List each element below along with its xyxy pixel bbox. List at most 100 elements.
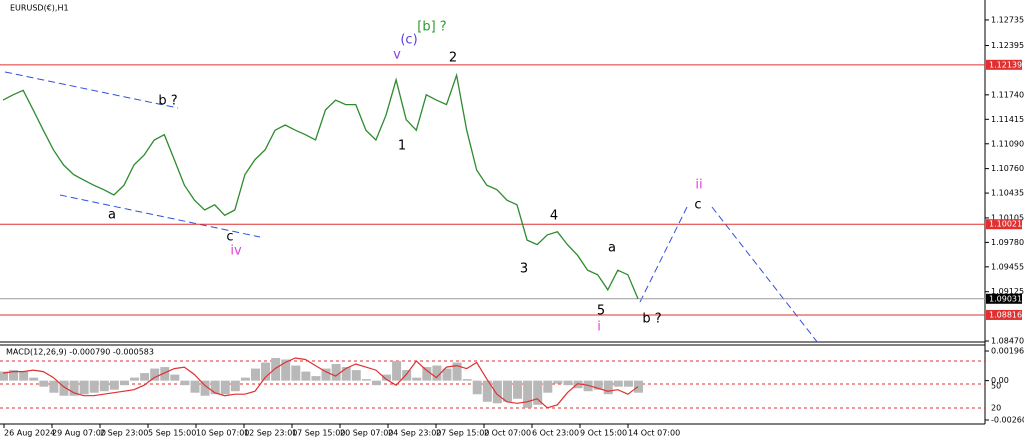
macd-bar <box>613 380 623 387</box>
wave-label: (c) <box>400 33 417 48</box>
macd-bar <box>230 380 240 392</box>
macd-bar <box>492 380 502 404</box>
macd-bar <box>452 362 462 381</box>
macd-bar <box>130 377 140 381</box>
x-tick-label: 12 Sep 23:00 <box>244 429 297 438</box>
wave-label: ii <box>695 178 702 193</box>
macd-bar <box>99 380 109 392</box>
price-marker-label: 1.09031 <box>989 294 1022 303</box>
macd-bar <box>180 380 190 386</box>
macd-bar <box>563 380 573 386</box>
macd-bar <box>29 377 39 381</box>
wave-label: 4 <box>550 209 558 224</box>
wave-label: b ? <box>158 94 177 109</box>
macd-bar <box>69 380 79 396</box>
wave-label: 1 <box>398 139 406 154</box>
macd-bar <box>281 359 291 381</box>
y-tick-label: 1.11415 <box>991 115 1024 124</box>
macd-bar <box>382 374 392 381</box>
y-tick-label: 1.11090 <box>991 139 1024 148</box>
macd-bar <box>160 367 170 381</box>
wave-label: 5 <box>597 304 605 319</box>
wave-label: i <box>597 320 601 335</box>
y-tick-label: 1.08470 <box>991 337 1024 346</box>
macd-bar <box>573 380 583 389</box>
macd-bar <box>210 380 220 395</box>
macd-bar <box>190 380 200 393</box>
macd-bar <box>523 380 533 408</box>
x-tick-label: 5 Sep 15:00 <box>148 429 196 438</box>
macd-bar <box>200 380 210 396</box>
trend-line <box>4 71 179 109</box>
price-marker <box>986 219 1022 230</box>
macd-bar <box>442 368 452 381</box>
macd-bar <box>341 367 351 381</box>
x-tick-label: 20 Sep 07:00 <box>340 429 393 438</box>
y-tick-label: 1.09125 <box>991 287 1024 296</box>
y-tick-label: 1.10760 <box>991 164 1024 173</box>
macd-bar <box>109 380 119 390</box>
x-tick-label: 9 Oct 15:00 <box>580 429 627 438</box>
level-label: 20 <box>991 404 1001 413</box>
macd-title: MACD(12,26,9) -0.000790 -0.000583 <box>6 348 154 357</box>
macd-bar <box>331 364 341 381</box>
x-tick-label: 14 Oct 07:00 <box>628 429 680 438</box>
macd-bar <box>261 362 271 381</box>
y-tick-label: 1.12395 <box>991 41 1024 50</box>
x-tick-label: 24 Sep 23:00 <box>388 429 441 438</box>
macd-bar <box>291 365 301 381</box>
wave-label: v <box>393 48 401 63</box>
macd-bar <box>412 377 422 381</box>
wave-label: [b] ? <box>417 20 446 35</box>
price-marker <box>986 59 1022 70</box>
macd-bar <box>59 380 69 396</box>
macd-bar <box>533 380 543 405</box>
macd-bar <box>19 371 29 381</box>
macd-bar <box>170 374 180 381</box>
x-tick-label: 17 Sep 15:00 <box>292 429 345 438</box>
macd-bar <box>361 379 371 381</box>
y-tick-label: 1.12735 <box>991 15 1024 24</box>
macd-bar <box>502 380 512 402</box>
macd-bar <box>603 380 613 395</box>
trend-line <box>59 194 261 238</box>
macd-bar <box>482 380 492 402</box>
macd-bar <box>472 380 482 395</box>
macd-bar <box>39 380 49 387</box>
price-marker <box>986 309 1022 320</box>
forecast-line <box>639 204 689 303</box>
macd-bar <box>462 379 472 381</box>
macd-bar <box>351 370 361 381</box>
macd-bar <box>634 380 643 393</box>
wave-label: c <box>694 198 701 213</box>
macd-bar <box>553 380 563 384</box>
macd-bar <box>321 368 331 381</box>
macd-bar <box>392 361 402 381</box>
signal-line <box>2 357 639 409</box>
macd-bar <box>402 370 412 381</box>
wave-label: 3 <box>520 262 528 277</box>
x-tick-label: 2 Oct 07:00 <box>484 429 531 438</box>
macd-bar <box>422 367 432 381</box>
y-tick-label: 1.10435 <box>991 189 1024 198</box>
x-tick-label: 2 Sep 23:00 <box>100 429 148 438</box>
wave-label: c <box>226 230 233 245</box>
macd-bar <box>79 380 89 395</box>
x-tick-label: 26 Aug 2024 <box>4 429 55 438</box>
wave-label: a <box>608 241 616 256</box>
macd-bar <box>89 380 99 393</box>
forecast-line <box>711 206 819 344</box>
price-marker-label: 1.08816 <box>989 310 1022 319</box>
x-tick-label: 27 Sep 15:00 <box>436 429 489 438</box>
wave-label: b ? <box>642 312 661 327</box>
macd-bar <box>432 365 442 381</box>
y-tick-label: 1.10105 <box>991 213 1024 222</box>
macd-bar <box>593 380 603 390</box>
price-line <box>2 72 639 300</box>
price-marker-label: 1.10021 <box>989 220 1022 229</box>
macd-bar <box>513 380 523 399</box>
macd-tick-label: -0.002607 <box>991 416 1024 425</box>
macd-bar <box>150 368 160 381</box>
